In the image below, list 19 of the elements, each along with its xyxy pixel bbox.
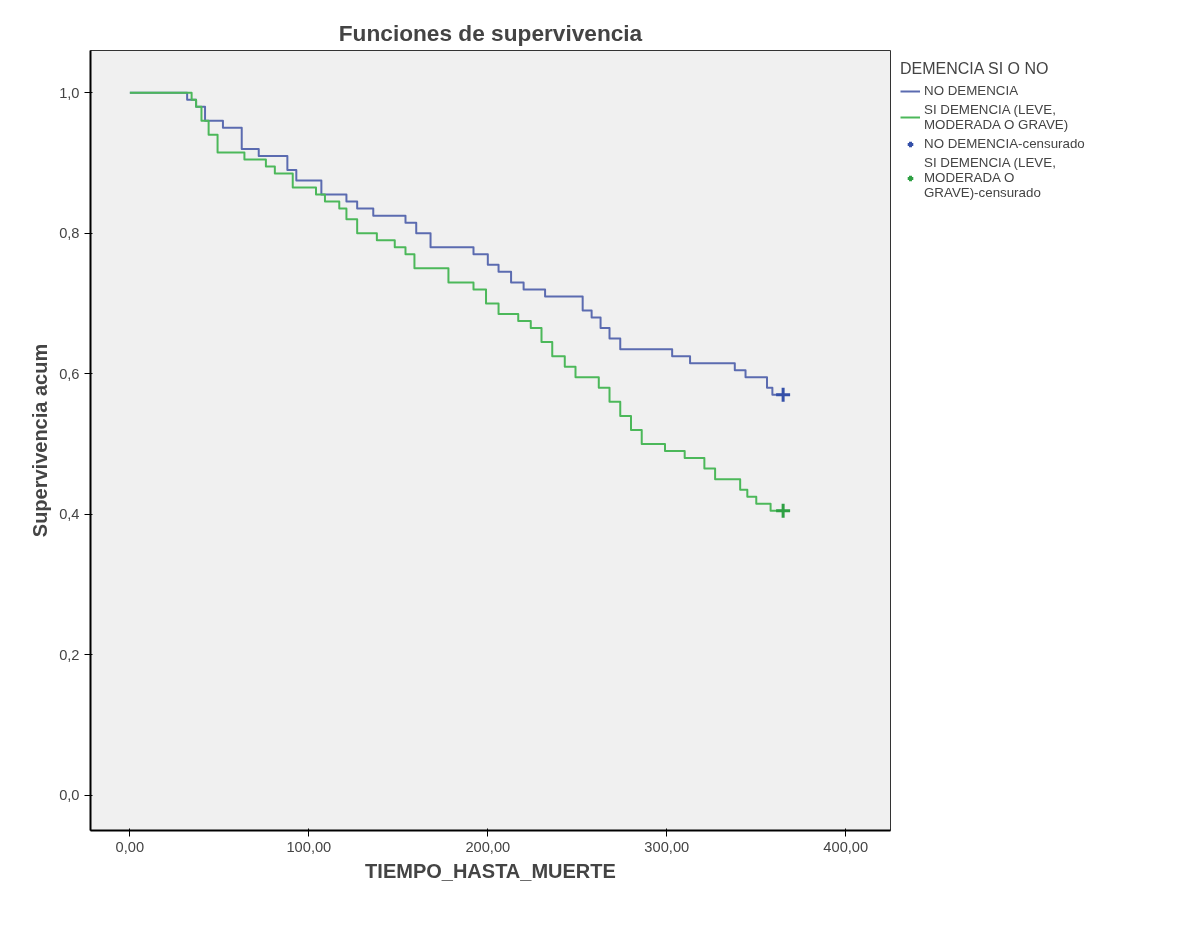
x-tick-label: 200,00 [465, 838, 511, 855]
x-axis-title: TIEMPO_HASTA_MUERTE [365, 859, 616, 882]
legend-label: NO DEMENCIA [924, 83, 1019, 98]
y-tick-label: 0,4 [59, 506, 80, 523]
legend-label: SI DEMENCIA (LEVE, MODERADA O GRAVE) [924, 102, 1069, 132]
chart-title: Funciones de supervivencia [338, 19, 643, 46]
y-tick-label: 1,0 [59, 84, 80, 101]
x-tick-label: 0,00 [115, 838, 145, 855]
y-tick-label: 0,0 [59, 787, 80, 804]
x-tick-label: 300,00 [644, 838, 690, 855]
y-tick-label: 0,2 [59, 646, 80, 663]
y-tick-label: 0,8 [59, 225, 80, 242]
legend-label: SI DEMENCIA (LEVE, MODERADA O GRAVE)-censurado [924, 155, 1056, 200]
y-tick-label: 0,6 [59, 365, 80, 382]
y-axis-title: Supervivencia acum [29, 343, 52, 538]
x-tick-label: 100,00 [286, 838, 332, 855]
legend-label: NO DEMENCIA-censurado [924, 136, 1085, 151]
legend-title: DEMENCIA SI O NO [900, 60, 1050, 78]
x-tick-label: 400,00 [823, 838, 869, 855]
